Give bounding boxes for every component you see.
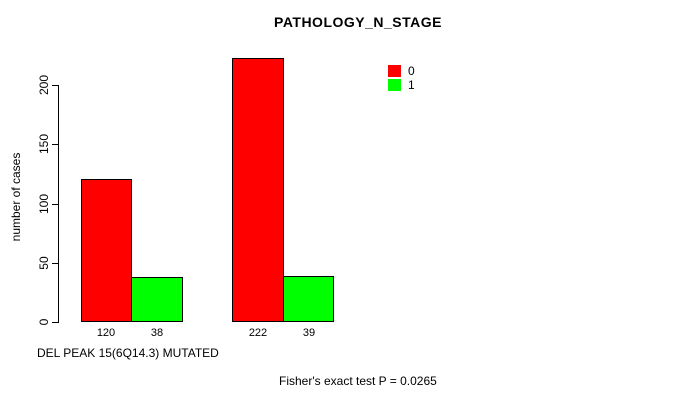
y-tick-label-50: 50 [37,256,51,270]
legend-swatch-green [388,79,401,91]
bar-value-label: 222 [248,327,268,339]
bar-group2-series1 [283,276,334,322]
bar-value-label: 39 [302,327,316,339]
y-tick-label-0: 0 [37,318,51,326]
legend-swatch-red [388,65,401,77]
bar-group2-series0 [232,58,284,322]
legend-entry-1: 1 [388,78,415,92]
legend-label: 0 [408,63,415,78]
bar-group1-series1 [131,277,183,322]
y-tick-50 [52,263,59,264]
y-tick-100 [52,204,59,205]
legend-entry-0: 0 [388,64,415,78]
y-tick-0 [52,322,59,323]
legend: 0 1 [388,64,415,92]
chart-title: PATHOLOGY_N_STAGE [274,14,442,30]
y-tick-label-100: 100 [37,193,51,215]
y-tick-label-200: 200 [37,74,51,96]
y-tick-200 [52,85,59,86]
legend-label: 1 [408,77,415,92]
bar-value-label: 38 [150,327,164,339]
y-tick-150 [52,144,59,145]
bar-group1-series0 [81,179,132,322]
fisher-test-note: Fisher's exact test P = 0.0265 [279,374,437,388]
x-axis-annotation: DEL PEAK 15(6Q14.3) MUTATED [37,346,219,360]
y-axis-title: number of cases [9,152,23,242]
bar-value-label: 120 [96,327,116,339]
y-tick-label-150: 150 [37,133,51,155]
